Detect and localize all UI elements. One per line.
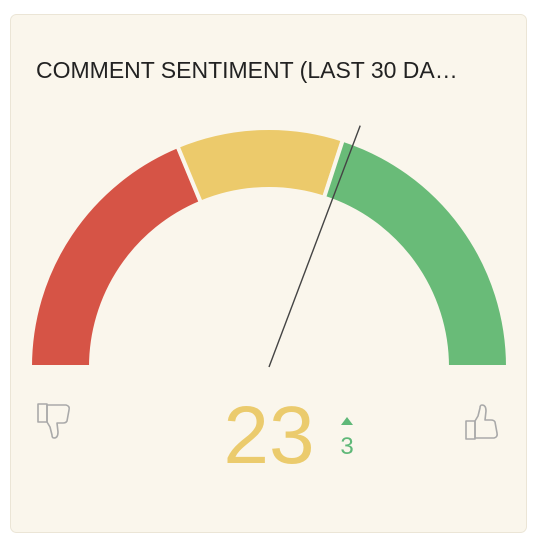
widget-title: COMMENT SENTIMENT (LAST 30 DA…: [36, 57, 458, 83]
thumbs-down-icon: [37, 403, 70, 439]
card: [10, 14, 527, 533]
gauge-band: [321, 137, 511, 369]
change-arrow: [341, 417, 353, 425]
thumbs-up-icon: [465, 404, 498, 440]
needle: [268, 125, 361, 368]
gauge-value: 23: [223, 390, 314, 481]
change-value: 3: [340, 433, 353, 460]
